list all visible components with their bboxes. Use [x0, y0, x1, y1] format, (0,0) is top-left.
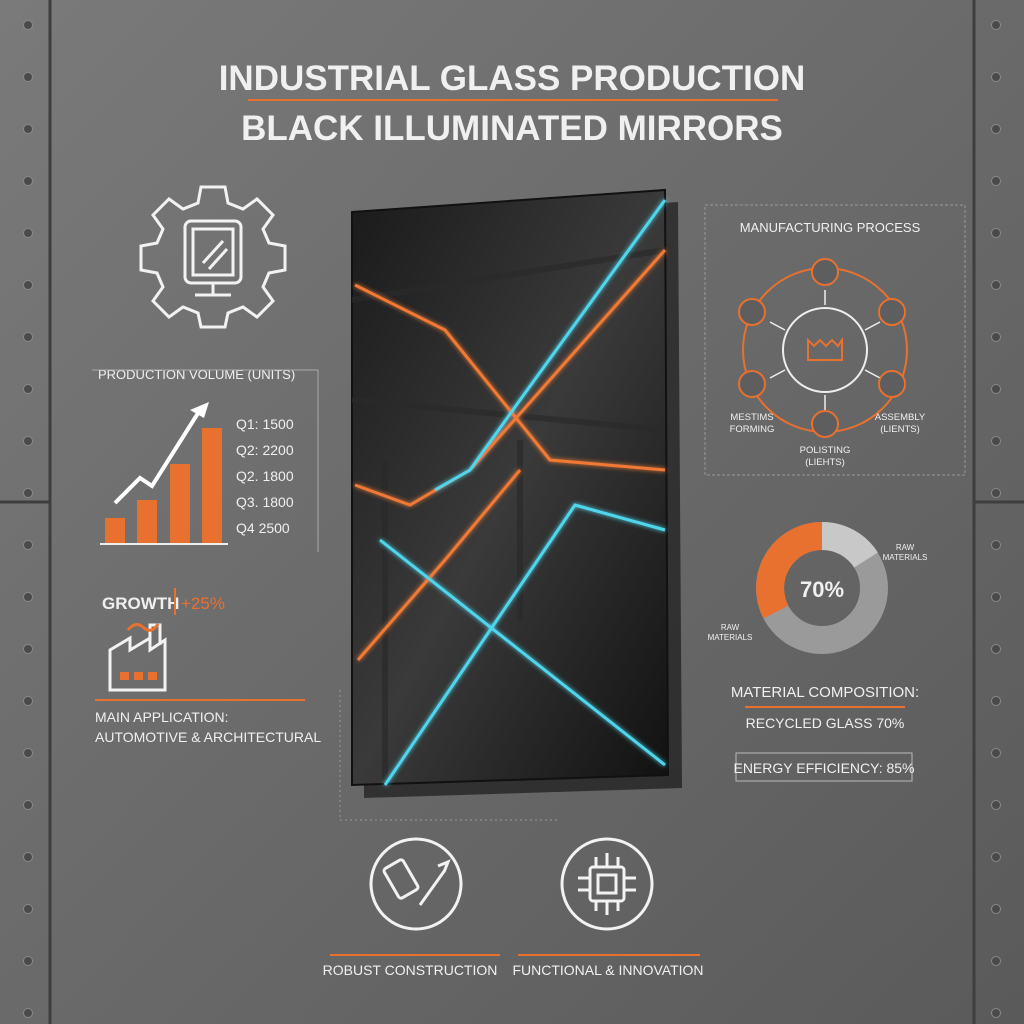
composition-label: RAW [721, 623, 740, 632]
rivet [991, 124, 1001, 134]
recycled: RECYCLED GLASS 70% [746, 715, 905, 731]
rivet [23, 800, 33, 810]
rivet [991, 696, 1001, 706]
rivet [23, 20, 33, 30]
rivet [23, 228, 33, 238]
rivet [991, 904, 1001, 914]
rivet [23, 488, 33, 498]
feature-icons [369, 837, 654, 931]
rivet [991, 72, 1001, 82]
rivet [991, 280, 1001, 290]
rivet [991, 228, 1001, 238]
rivet [23, 956, 33, 966]
rivet [23, 436, 33, 446]
energy-box [735, 752, 913, 782]
rivet [23, 72, 33, 82]
rivet [23, 176, 33, 186]
rivet [991, 540, 1001, 550]
rivet [23, 592, 33, 602]
donut-center: 70% [800, 577, 844, 602]
process-step: POLISTING [800, 445, 851, 456]
rivet [991, 644, 1001, 654]
process-step: ASSEMBLY [875, 412, 926, 423]
rivet [991, 956, 1001, 966]
composition-label: MATERIALS [708, 633, 753, 642]
quarter-label: Q2: 2200 [236, 442, 294, 458]
composition-label: RAW [896, 543, 915, 552]
neon-lines [354, 199, 667, 786]
feature-label: FUNCTIONAL & INNOVATION [512, 962, 703, 978]
leader-line [339, 690, 560, 821]
mirror-reflection [351, 247, 666, 780]
process-step: (LIEHTS) [805, 457, 845, 468]
bar-icon [100, 402, 228, 545]
application-label: MAIN APPLICATION: [95, 709, 229, 725]
rivet [991, 332, 1001, 342]
composition-label: MATERIALS [883, 553, 928, 562]
production-title: PRODUCTION VOLUME (UNITS) [98, 367, 295, 382]
rivet [23, 384, 33, 394]
quarter-label: Q3. 1800 [236, 494, 294, 510]
rivet [23, 332, 33, 342]
rivet [23, 852, 33, 862]
rivet [991, 20, 1001, 30]
mirror [351, 188, 670, 787]
rivet [23, 644, 33, 654]
application-value: AUTOMOTIVE & ARCHITECTURAL [95, 729, 321, 745]
rivet [23, 1008, 33, 1018]
panel-frame [92, 369, 319, 552]
energy: ENERGY EFFICIENCY: 85% [733, 760, 914, 776]
rivet [23, 696, 33, 706]
rivet [23, 124, 33, 134]
donut [756, 521, 888, 654]
rivet [991, 488, 1001, 498]
process-step: FORMING [730, 424, 775, 435]
process-step: MESTIMS [730, 412, 773, 423]
rivet [23, 904, 33, 914]
rivet [991, 176, 1001, 186]
process-step: (LIENTS) [880, 424, 920, 435]
rivet [23, 280, 33, 290]
rivet [991, 1008, 1001, 1018]
rivet [991, 592, 1001, 602]
rivets [23, 20, 1001, 1018]
rivet [23, 540, 33, 550]
feature-label: ROBUST CONSTRUCTION [323, 962, 498, 978]
process-frame [704, 204, 966, 476]
rivet [991, 852, 1001, 862]
rivet [991, 436, 1001, 446]
rivet [991, 800, 1001, 810]
quarter-label: Q2. 1800 [236, 468, 294, 484]
process-cycle [738, 258, 908, 438]
rivet [23, 748, 33, 758]
factory-icon [108, 623, 167, 692]
growth-value: +25% [181, 594, 225, 613]
rivet [991, 384, 1001, 394]
quarter-label: Q1: 1500 [236, 416, 294, 432]
rivet [991, 748, 1001, 758]
quarter-label: Q4 2500 [236, 520, 290, 536]
title: INDUSTRIAL GLASS PRODUCTION [219, 59, 806, 98]
growth-label: GROWTH [102, 594, 179, 613]
gear-icon [139, 185, 287, 329]
composition-title: MATERIAL COMPOSITION: [731, 684, 919, 701]
process-title: MANUFACTURING PROCESS [740, 220, 921, 235]
subtitle: BLACK ILLUMINATED MIRRORS [241, 109, 783, 148]
